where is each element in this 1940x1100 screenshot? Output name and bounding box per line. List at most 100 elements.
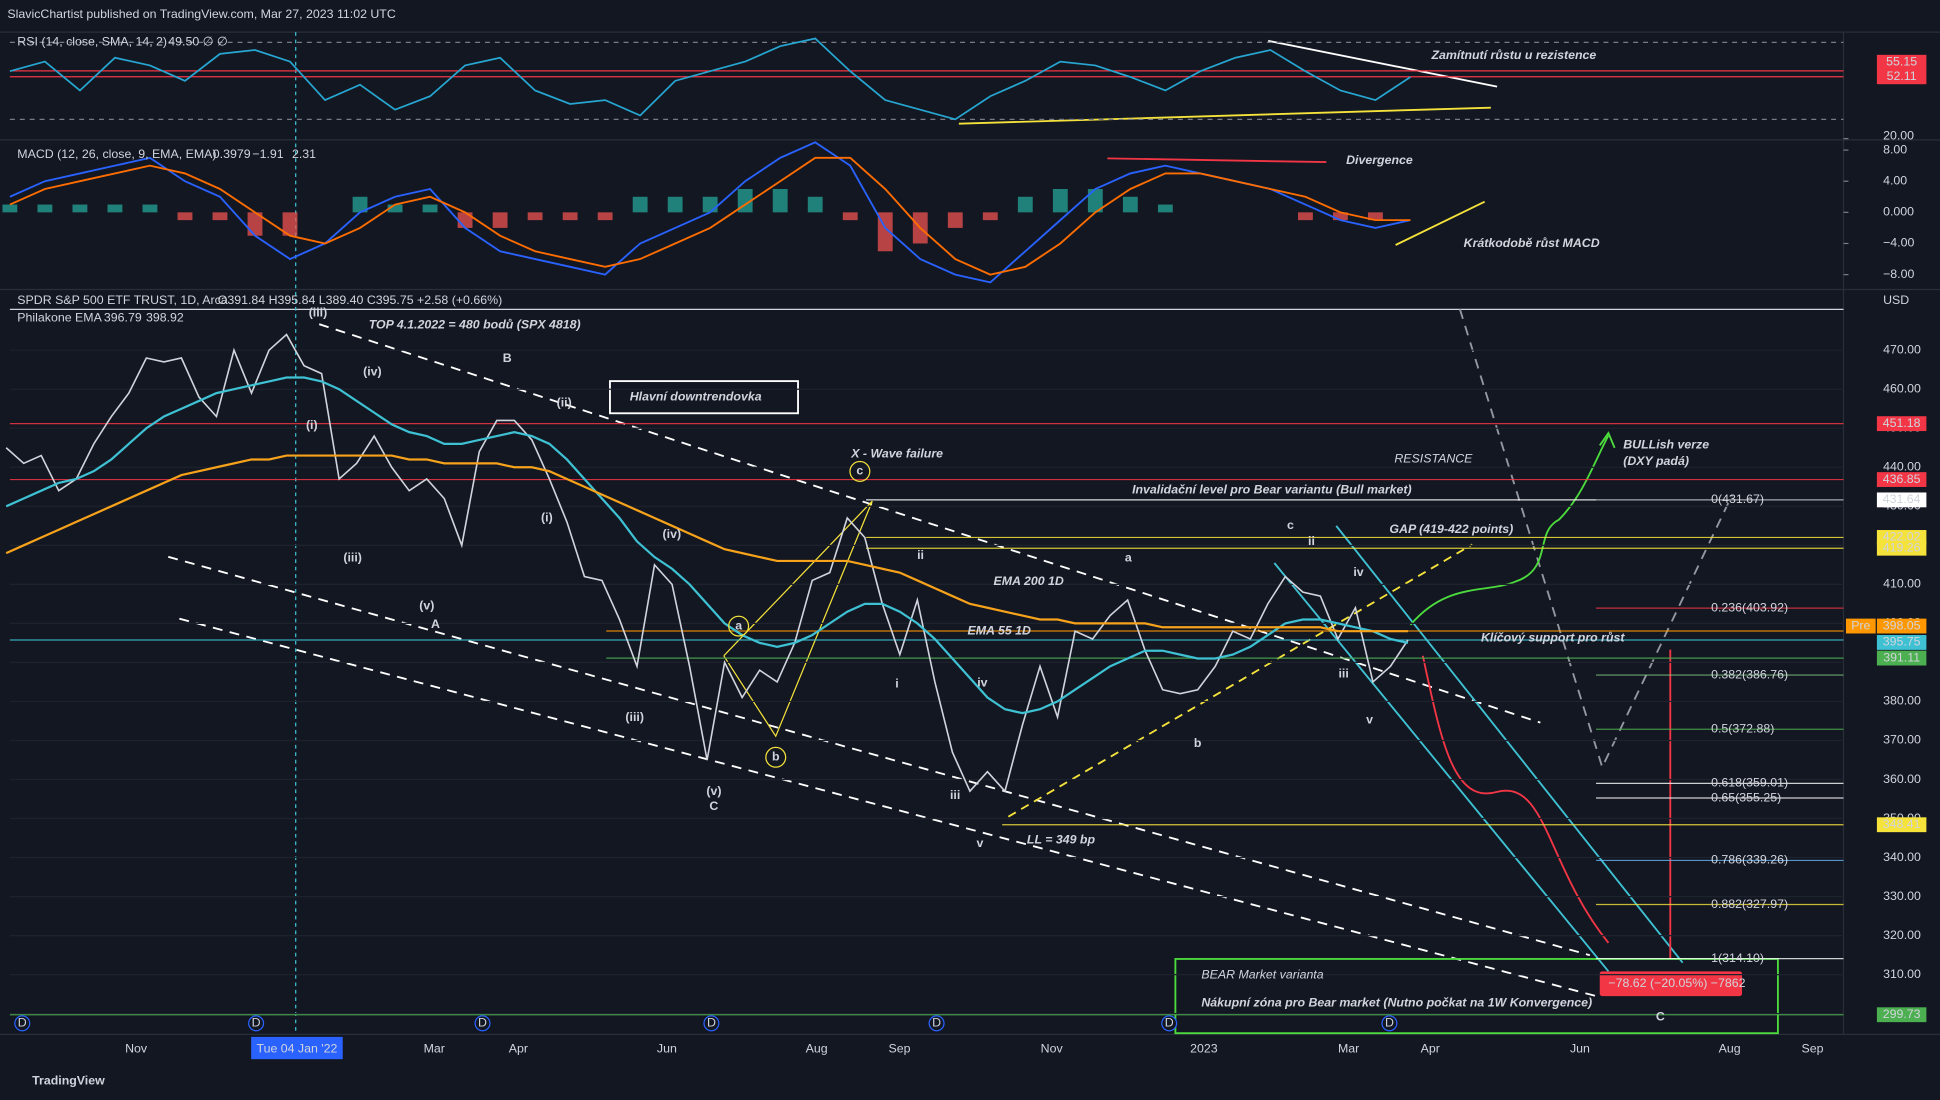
axis-label-box xyxy=(1876,618,1927,634)
bull-projection xyxy=(1409,435,1610,626)
annotation: BEAR Market varianta xyxy=(1201,967,1323,981)
annotation: Hlavní downtrendovka xyxy=(630,389,762,403)
indicator-value: 398.92 xyxy=(146,310,184,324)
macd-line xyxy=(1395,200,1486,246)
axis-label-box xyxy=(1876,492,1927,508)
axis-label: 419.26 xyxy=(1883,540,1921,554)
projection xyxy=(1459,309,1733,770)
rsi-line xyxy=(958,106,1491,125)
annotation: −78.62 (−20.05%) −7862 xyxy=(1608,976,1745,990)
wave-label: ii xyxy=(917,548,924,562)
histogram-bar xyxy=(1157,204,1173,213)
buy-zone xyxy=(1174,958,1779,1035)
drawings xyxy=(0,31,1940,1060)
histogram-bar xyxy=(807,196,823,213)
dividend-marker: D xyxy=(1165,1016,1174,1030)
histogram-bar xyxy=(842,212,858,221)
fib-label: 0.618(359.01) xyxy=(1711,776,1788,790)
wave-label: c xyxy=(856,464,863,478)
logo: TradingView xyxy=(32,1074,105,1088)
trend-line xyxy=(179,617,1597,997)
axis-label: 398.05 xyxy=(1883,618,1921,632)
macd-readout: 2.31 xyxy=(292,147,316,161)
indicator-title: Philakone EMA xyxy=(17,310,102,324)
histogram-bar xyxy=(1368,212,1383,221)
axis-label-box xyxy=(1876,540,1927,556)
wave-label: v xyxy=(1366,712,1373,726)
y-tick-label: 410.00 xyxy=(1883,577,1921,591)
histogram-bar xyxy=(492,212,508,228)
histogram-bar xyxy=(667,196,683,213)
annotation: EMA 55 1D xyxy=(968,623,1031,637)
wave-label: (i) xyxy=(306,418,318,432)
axis-label: 431.64 xyxy=(1883,492,1921,506)
fib-label: 0.382(386.76) xyxy=(1711,667,1788,681)
indicator-value: 396.79 xyxy=(104,310,142,324)
y-tick-label: 360.00 xyxy=(1883,772,1921,786)
trend-line xyxy=(1007,543,1473,818)
y-tick-label: 0.000 xyxy=(1883,205,1914,219)
dividend-marker: D xyxy=(932,1016,941,1030)
wave-label: v xyxy=(976,836,983,850)
histogram-bar xyxy=(982,212,998,221)
wave-label: (iii) xyxy=(625,710,644,724)
histogram-bar xyxy=(387,204,403,213)
annotation: TOP 4.1.2022 = 480 bodů (SPX 4818) xyxy=(369,318,581,332)
axis-label-box xyxy=(1876,472,1927,487)
y-tick-label: 20.00 xyxy=(1883,128,1914,142)
histogram-bar xyxy=(772,188,788,213)
publisher: SlavicChartist published on TradingView.… xyxy=(7,7,395,21)
dividend-icon xyxy=(14,1015,31,1032)
wave-label: (v) xyxy=(419,599,434,613)
axis-label-box xyxy=(1876,69,1927,85)
y-tick-label: 340.00 xyxy=(1883,850,1921,864)
axis-label: 55.15 xyxy=(1886,55,1917,69)
wave-label: a xyxy=(1125,550,1132,564)
x-tick-label: Nov xyxy=(125,1042,148,1056)
x-tick-label: Jun xyxy=(1570,1042,1590,1056)
axis-label-box xyxy=(1876,54,1927,70)
histogram-bar xyxy=(2,204,18,213)
annotation: RESISTANCE xyxy=(1394,451,1473,465)
date-highlight xyxy=(251,1036,343,1060)
axis-label-box xyxy=(1876,635,1927,650)
wave-label: C xyxy=(709,799,718,813)
annotation: BULLish verze xyxy=(1623,438,1709,452)
annotation: GAP (419-422 points) xyxy=(1389,522,1513,536)
wave-circle xyxy=(849,460,871,482)
ema-line xyxy=(5,454,1408,633)
annotation: LL = 349 bp xyxy=(1027,832,1096,846)
arrow-head xyxy=(1598,431,1616,449)
x-tick-label: Jun xyxy=(657,1042,677,1056)
histogram-bar xyxy=(352,196,368,213)
axis-label-box xyxy=(1876,416,1927,432)
x-tick-label: Nov xyxy=(1041,1042,1064,1056)
wave-label: i xyxy=(895,677,898,691)
x-tick-label: Aug xyxy=(806,1042,828,1056)
rsi-line xyxy=(1267,39,1498,88)
annotation: Klíčový support pro růst xyxy=(1481,631,1625,645)
annotation: Krátkodobě růst MACD xyxy=(1464,236,1600,250)
y-tick-label: 4.00 xyxy=(1883,173,1907,187)
wave-label: (iii) xyxy=(309,305,328,319)
histogram-bar xyxy=(1017,196,1033,213)
wave-label: (i) xyxy=(541,511,553,525)
fib-label: 0.5(372.88) xyxy=(1711,721,1774,735)
dividend-icon xyxy=(248,1015,265,1032)
y-tick-label: 320.00 xyxy=(1883,928,1921,942)
wave-circle xyxy=(728,615,750,637)
histogram-bar xyxy=(457,212,473,228)
macd-line xyxy=(1107,157,1327,164)
dividend-marker: D xyxy=(1385,1016,1394,1030)
axis-label: 391.11 xyxy=(1883,650,1920,664)
wave-label: C xyxy=(1656,1009,1665,1023)
x-tick-label: Aug xyxy=(1719,1042,1741,1056)
histogram-bar xyxy=(282,212,298,236)
wave-label: B xyxy=(503,351,512,365)
y-tick-label: 370.00 xyxy=(1883,733,1921,747)
histogram-bar xyxy=(527,212,543,221)
macd-readout: −1.91 xyxy=(252,147,283,161)
annotation: EMA 200 1D xyxy=(994,574,1064,588)
wave-circle xyxy=(765,746,787,768)
